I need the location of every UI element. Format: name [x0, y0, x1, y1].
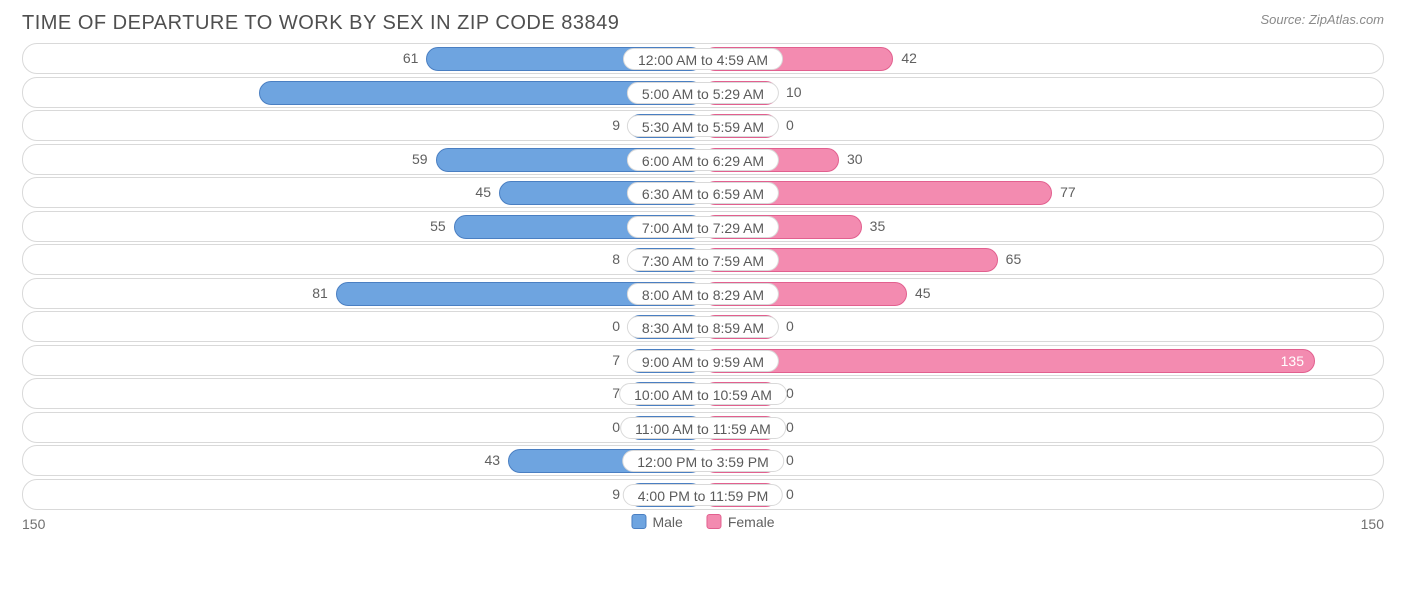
category-label: 6:30 AM to 6:59 AM: [627, 182, 779, 204]
value-label-male: 81: [312, 285, 328, 301]
chart-row: 98105:00 AM to 5:29 AM: [22, 77, 1384, 108]
chart-row: 7 135 9:00 AM to 9:59 AM: [22, 345, 1384, 376]
chart-row: 61 42 12:00 AM to 4:59 AM: [22, 43, 1384, 74]
value-label-female: 0: [786, 117, 794, 133]
value-label-male: 59: [412, 151, 428, 167]
axis-label-right: 150: [1361, 516, 1384, 532]
bar-female: 135: [703, 349, 1315, 373]
chart-row: 59 30 6:00 AM to 6:29 AM: [22, 144, 1384, 175]
chart-row: 45 77 6:30 AM to 6:59 AM: [22, 177, 1384, 208]
category-label: 5:30 AM to 5:59 AM: [627, 115, 779, 137]
category-label: 7:30 AM to 7:59 AM: [627, 249, 779, 271]
value-label-female: 42: [901, 50, 917, 66]
category-label: 12:00 PM to 3:59 PM: [622, 450, 784, 472]
value-label-male: 7: [612, 352, 620, 368]
chart-row: 0 0 8:30 AM to 8:59 AM: [22, 311, 1384, 342]
value-label-male: 45: [475, 184, 491, 200]
legend-label: Male: [652, 514, 682, 530]
value-label-female: 10: [786, 84, 802, 100]
value-label-male: 61: [403, 50, 419, 66]
legend-item: Female: [707, 514, 775, 530]
chart-footer: 150 150 Male Female: [22, 514, 1384, 540]
category-label: 7:00 AM to 7:29 AM: [627, 216, 779, 238]
category-label: 5:00 AM to 5:29 AM: [627, 82, 779, 104]
category-label: 9:00 AM to 9:59 AM: [627, 350, 779, 372]
legend: Male Female: [631, 514, 774, 530]
chart-row: 7010:00 AM to 10:59 AM: [22, 378, 1384, 409]
value-label-male: 0: [612, 318, 620, 334]
value-label-male: 9: [612, 486, 620, 502]
chart-source: Source: ZipAtlas.com: [1260, 12, 1384, 27]
legend-item: Male: [631, 514, 682, 530]
value-label-female: 45: [915, 285, 931, 301]
value-label-male: 55: [430, 218, 446, 234]
value-label-female: 0: [786, 385, 794, 401]
chart-row: 9 0 5:30 AM to 5:59 AM: [22, 110, 1384, 141]
value-label-male: 0: [612, 419, 620, 435]
value-label-female: 0: [786, 452, 794, 468]
value-label-female: 135: [1281, 353, 1304, 369]
value-label-female: 0: [786, 318, 794, 334]
chart-row: 43 012:00 PM to 3:59 PM: [22, 445, 1384, 476]
category-label: 8:30 AM to 8:59 AM: [627, 316, 779, 338]
chart-row: 8 65 7:30 AM to 7:59 AM: [22, 244, 1384, 275]
value-label-female: 35: [870, 218, 886, 234]
category-label: 12:00 AM to 4:59 AM: [623, 48, 783, 70]
value-label-female: 30: [847, 151, 863, 167]
legend-swatch: [707, 514, 722, 529]
chart-row: 9 04:00 PM to 11:59 PM: [22, 479, 1384, 510]
value-label-female: 0: [786, 419, 794, 435]
chart-row: 81 45 8:00 AM to 8:29 AM: [22, 278, 1384, 309]
chart-title: TIME OF DEPARTURE TO WORK BY SEX IN ZIP …: [22, 12, 619, 35]
chart-header: TIME OF DEPARTURE TO WORK BY SEX IN ZIP …: [0, 0, 1406, 43]
category-label: 11:00 AM to 11:59 AM: [620, 417, 786, 439]
value-label-female: 77: [1060, 184, 1076, 200]
category-label: 10:00 AM to 10:59 AM: [619, 383, 787, 405]
value-label-male: 8: [612, 251, 620, 267]
category-label: 6:00 AM to 6:29 AM: [627, 149, 779, 171]
value-label-female: 65: [1006, 251, 1022, 267]
value-label-female: 0: [786, 486, 794, 502]
value-label-male: 9: [612, 117, 620, 133]
chart-row: 0 011:00 AM to 11:59 AM: [22, 412, 1384, 443]
axis-label-left: 150: [22, 516, 45, 532]
legend-label: Female: [728, 514, 775, 530]
legend-swatch: [631, 514, 646, 529]
category-label: 4:00 PM to 11:59 PM: [623, 484, 783, 506]
chart-area: 614212:00 AM to 4:59 AM98105:00 AM to 5:…: [0, 43, 1406, 540]
value-label-male: 43: [485, 452, 501, 468]
chart-row: 55 35 7:00 AM to 7:29 AM: [22, 211, 1384, 242]
category-label: 8:00 AM to 8:29 AM: [627, 283, 779, 305]
